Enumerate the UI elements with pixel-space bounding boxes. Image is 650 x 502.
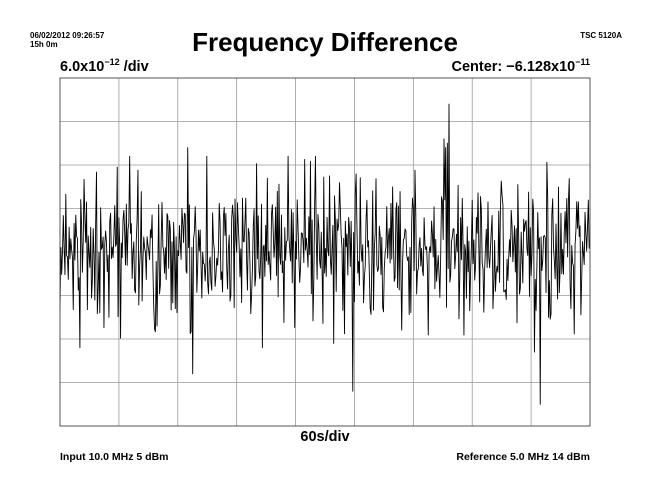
frequency-difference-trace [59, 103, 591, 405]
center-value-text: Center: −6.128x10 [451, 59, 576, 75]
vertical-scale-label: 6.0x10−12 /div [60, 57, 149, 76]
chart-frame [59, 77, 591, 427]
chart-trace-group [59, 103, 591, 405]
horizontal-scale-label: 60s/div [300, 429, 350, 445]
vertical-scale-mantissa: 6.0x10 [60, 59, 105, 75]
date-time-stamp: 06/02/2012 09:26:57 [30, 31, 105, 40]
reference-signal-label: Reference 5.0 MHz 14 dBm [456, 451, 590, 463]
center-value-exponent: −11 [575, 57, 590, 67]
center-value-label: Center: −6.128x10−11 [451, 57, 590, 76]
input-signal-label: Input 10.0 MHz 5 dBm [60, 451, 169, 463]
plot-border [59, 77, 591, 427]
instrument-model: TSC 5120A [580, 31, 622, 40]
vertical-scale-suffix: /div [119, 59, 149, 75]
duration-stamp: 15h 0m [30, 40, 58, 49]
chart-title: Frequency Difference [192, 27, 458, 57]
vertical-scale-exponent: −12 [104, 57, 120, 67]
